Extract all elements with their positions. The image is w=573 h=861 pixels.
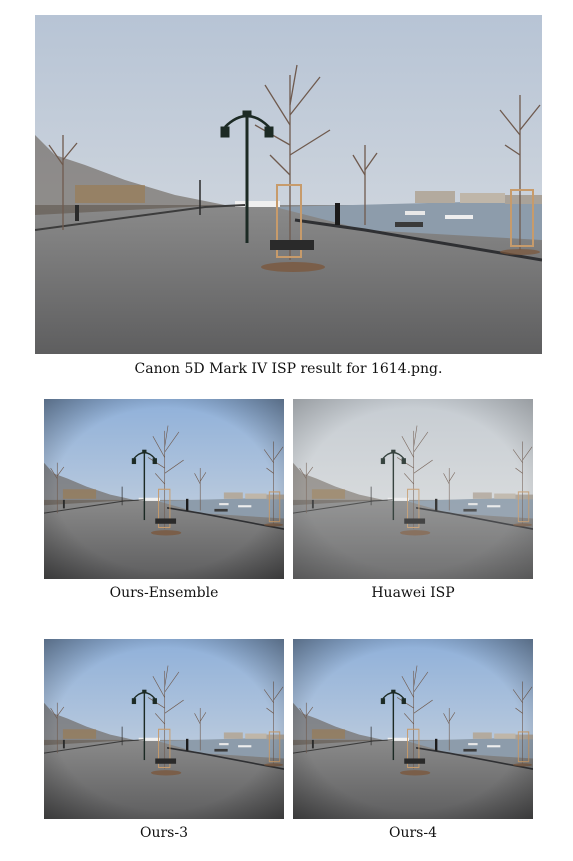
panel-caption-ours-4: Ours-4 (388, 825, 437, 841)
panel-photo-huawei-isp (293, 399, 533, 579)
panel-photo-ours-4 (293, 639, 533, 819)
panel-photo-ours-3 (44, 639, 284, 819)
panel-caption-ours-ensemble: Ours-Ensemble (109, 585, 219, 601)
main-photo (35, 15, 542, 354)
panel-photo-ours-ensemble (44, 399, 284, 579)
main-caption: Canon 5D Mark IV ISP result for 1614.png… (134, 361, 443, 377)
panel-caption-huawei-isp: Huawei ISP (371, 585, 455, 601)
panel-caption-ours-3: Ours-3 (139, 825, 188, 841)
